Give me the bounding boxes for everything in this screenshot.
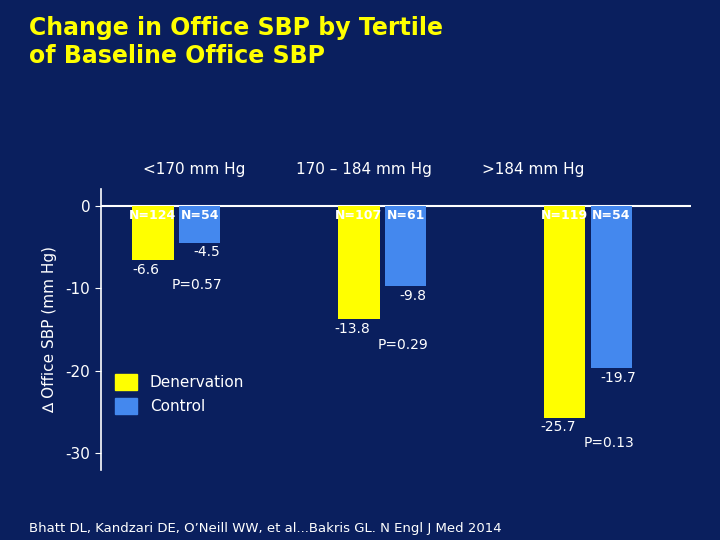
Bar bbox=[544, 206, 585, 418]
Text: P=0.13: P=0.13 bbox=[583, 436, 634, 450]
Text: -9.8: -9.8 bbox=[399, 289, 426, 303]
Text: -25.7: -25.7 bbox=[540, 420, 576, 434]
Text: N=107: N=107 bbox=[336, 209, 382, 222]
Y-axis label: ∆ Office SBP (mm Hg): ∆ Office SBP (mm Hg) bbox=[42, 246, 57, 413]
Text: 170 – 184 mm Hg: 170 – 184 mm Hg bbox=[296, 162, 431, 177]
Bar bbox=[591, 206, 632, 368]
Text: -6.6: -6.6 bbox=[132, 262, 160, 276]
Text: P=0.57: P=0.57 bbox=[171, 278, 222, 292]
Text: N=119: N=119 bbox=[541, 209, 588, 222]
Text: <170 mm Hg: <170 mm Hg bbox=[143, 162, 246, 177]
Text: Bhatt DL, Kandzari DE, O’Neill WW, et al...Bakris GL. N Engl J Med 2014: Bhatt DL, Kandzari DE, O’Neill WW, et al… bbox=[29, 522, 501, 535]
Bar bbox=[132, 206, 174, 260]
Text: N=54: N=54 bbox=[593, 209, 631, 222]
Text: Change in Office SBP by Tertile
of Baseline Office SBP: Change in Office SBP by Tertile of Basel… bbox=[29, 16, 443, 68]
Text: -19.7: -19.7 bbox=[600, 370, 636, 384]
Text: >184 mm Hg: >184 mm Hg bbox=[482, 162, 584, 177]
Legend: Denervation, Control: Denervation, Control bbox=[109, 368, 250, 420]
Text: N=61: N=61 bbox=[387, 209, 425, 222]
Bar bbox=[179, 206, 220, 242]
Text: N=124: N=124 bbox=[130, 209, 176, 222]
Bar bbox=[338, 206, 379, 320]
Text: -13.8: -13.8 bbox=[334, 322, 370, 336]
Text: P=0.29: P=0.29 bbox=[377, 338, 428, 352]
Text: N=54: N=54 bbox=[181, 209, 219, 222]
Bar bbox=[385, 206, 426, 286]
Text: -4.5: -4.5 bbox=[193, 245, 220, 259]
